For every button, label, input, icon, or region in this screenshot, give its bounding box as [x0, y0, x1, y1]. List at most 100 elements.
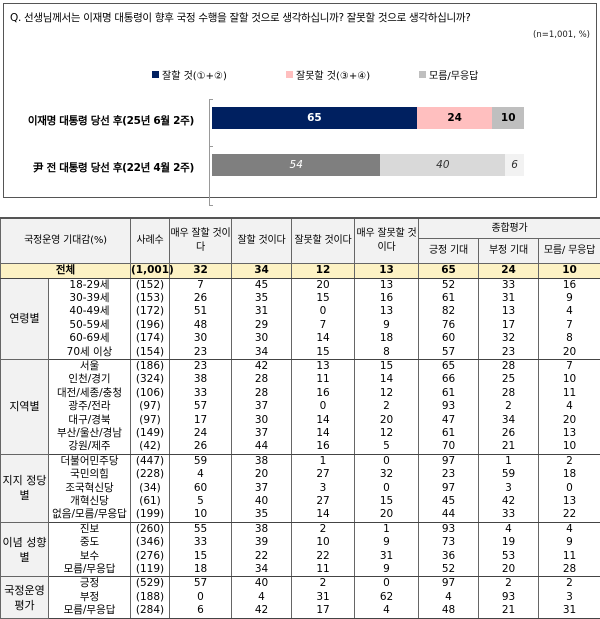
header-good: 잘할 것이다: [232, 218, 292, 263]
header-bad: 잘못할 것이다: [292, 218, 355, 263]
cell: 20: [292, 278, 355, 292]
cell: 62: [355, 591, 419, 604]
row-label: 인천/경기: [49, 373, 131, 386]
row-label: 강원/제주: [49, 440, 131, 454]
cell: 37: [232, 482, 292, 495]
cell: 38: [232, 522, 292, 536]
row-label: 60-69세: [49, 332, 131, 345]
cell: 16: [292, 387, 355, 400]
cell: 2: [355, 400, 419, 413]
cell: 26: [170, 440, 232, 454]
cell: 3: [292, 482, 355, 495]
cell: 70: [419, 440, 479, 454]
cell: 15: [292, 346, 355, 360]
cell: 82: [419, 305, 479, 318]
row-label: 광주/전라: [49, 400, 131, 413]
cell: 31: [232, 305, 292, 318]
cell: 11: [292, 373, 355, 386]
cell: 33: [479, 508, 539, 522]
cell: 7: [292, 319, 355, 332]
cell: 0: [170, 591, 232, 604]
group-label: 국정운영 평가: [1, 577, 49, 618]
cell: 20: [355, 414, 419, 427]
row-n: (97): [131, 414, 170, 427]
row-label: 30-39세: [49, 292, 131, 305]
row-n: (188): [131, 591, 170, 604]
cell: 21: [479, 604, 539, 618]
cell: 1: [292, 454, 355, 468]
cell: 2: [292, 522, 355, 536]
row-label: 긍정: [49, 577, 131, 591]
cell: 45: [232, 278, 292, 292]
cell: 36: [419, 550, 479, 563]
row-n: (199): [131, 508, 170, 522]
row-label: 대구/경북: [49, 414, 131, 427]
bar-segment: 24: [417, 107, 493, 129]
cell: 13: [355, 305, 419, 318]
row-n: (172): [131, 305, 170, 318]
axis-tick: [210, 99, 213, 100]
cell: 7: [170, 278, 232, 292]
cell: 9: [355, 319, 419, 332]
row-n: (324): [131, 373, 170, 386]
question-text: Q. 선생님께서는 이재명 대통령이 향후 국정 수행을 잘할 것으로 생각하십…: [10, 10, 470, 25]
cell: 14: [292, 332, 355, 345]
cell: 8: [539, 332, 600, 345]
row-n: (153): [131, 292, 170, 305]
cell: 16: [292, 440, 355, 454]
total-label: 전체: [1, 263, 131, 278]
cell: 1: [479, 454, 539, 468]
cell: 17: [170, 414, 232, 427]
row-n: (228): [131, 468, 170, 481]
cell: 20: [539, 346, 600, 360]
cell: 20: [539, 414, 600, 427]
cell: 26: [479, 427, 539, 440]
cell: 66: [419, 373, 479, 386]
cell: 5: [170, 495, 232, 508]
cell: 0: [292, 305, 355, 318]
cell: 57: [170, 400, 232, 413]
cell: 38: [170, 373, 232, 386]
cell: 42: [232, 604, 292, 618]
cell: 18: [170, 563, 232, 577]
cell: 2: [539, 577, 600, 591]
row-label: 국민의힘: [49, 468, 131, 481]
cell: 22: [539, 508, 600, 522]
cell: 55: [170, 522, 232, 536]
cell: 4: [232, 591, 292, 604]
header-negative: 부정 기대: [479, 238, 539, 263]
cell: 15: [292, 292, 355, 305]
cell: 97: [419, 454, 479, 468]
cell: 16: [355, 292, 419, 305]
cell: 52: [419, 563, 479, 577]
legend-swatch-dk-icon: [419, 71, 426, 78]
cell: 23: [170, 359, 232, 373]
cell: 27: [292, 495, 355, 508]
cell: 10: [539, 440, 600, 454]
cell: 27: [292, 468, 355, 481]
row-n: (42): [131, 440, 170, 454]
cell: 61: [419, 387, 479, 400]
row-label: 부정: [49, 591, 131, 604]
cell: 15: [170, 550, 232, 563]
chart-panel: Q. 선생님께서는 이재명 대통령이 향후 국정 수행을 잘할 것으로 생각하십…: [3, 3, 597, 198]
cell: 7: [539, 319, 600, 332]
cell: 13: [355, 263, 419, 278]
cell: 11: [292, 563, 355, 577]
cell: 10: [170, 508, 232, 522]
header-dk: 모름/ 무응답: [539, 238, 600, 263]
row-label: 대전/세종/충청: [49, 387, 131, 400]
bar-segment: 40: [380, 154, 505, 176]
